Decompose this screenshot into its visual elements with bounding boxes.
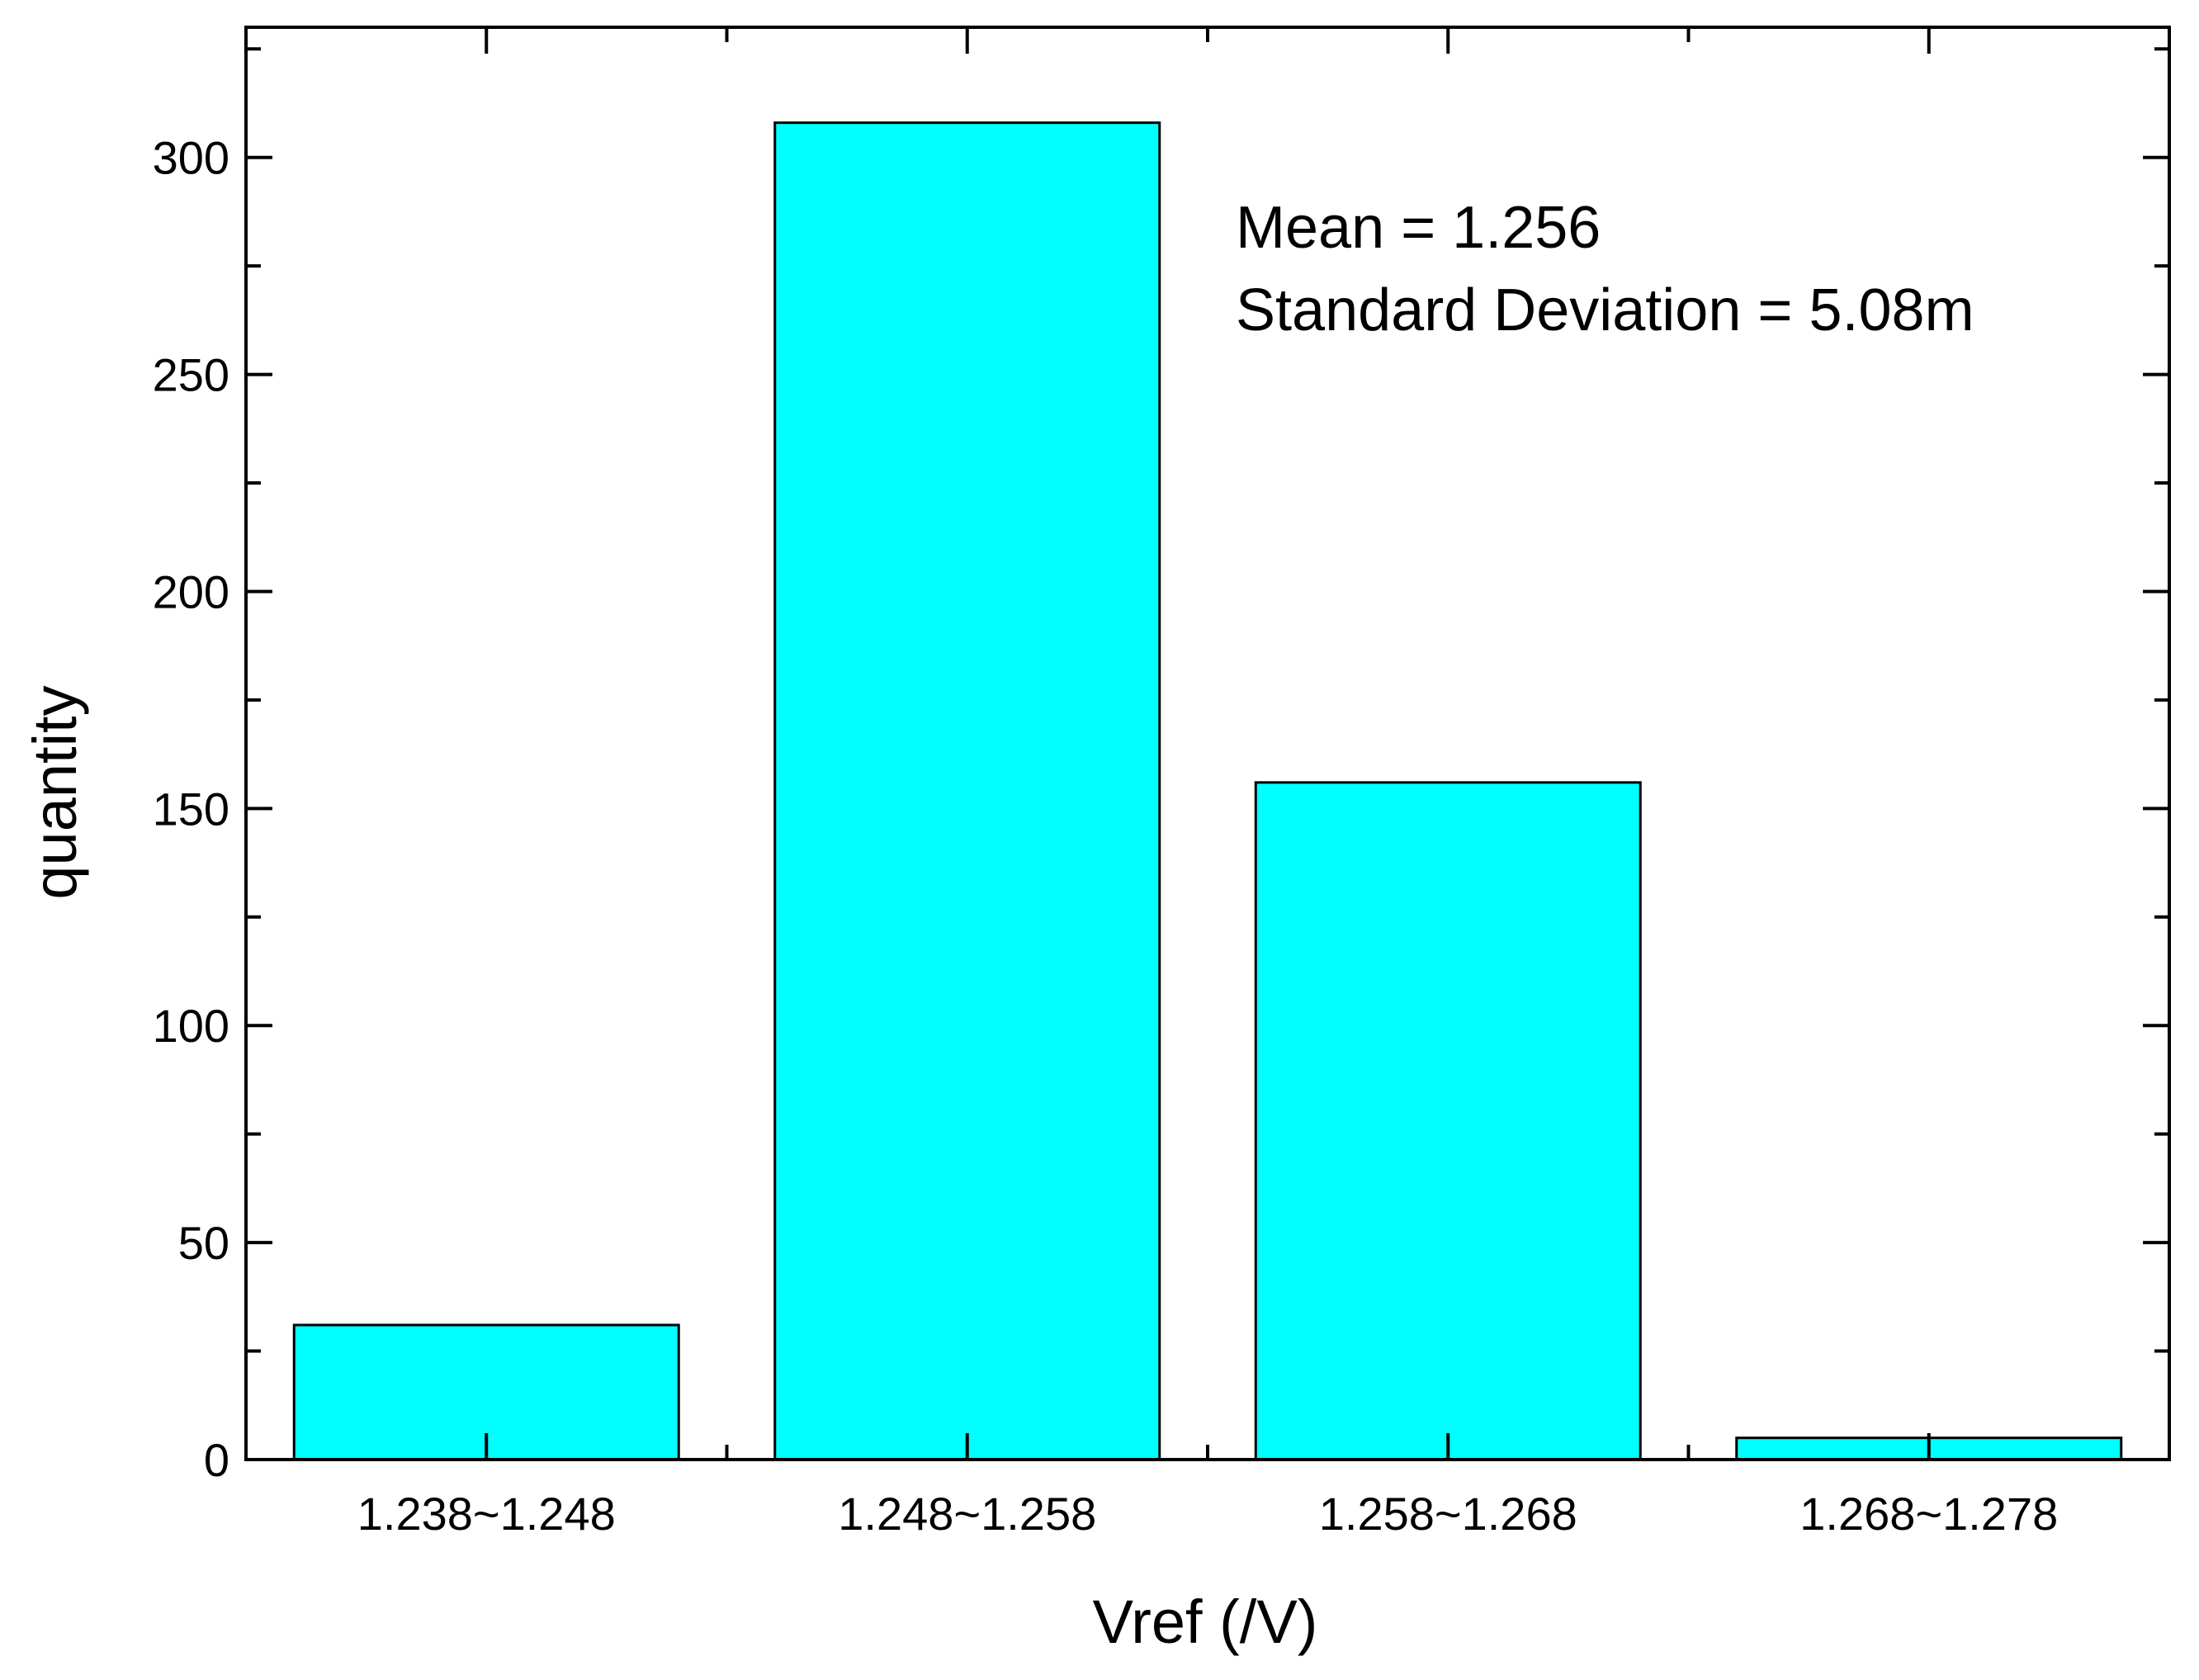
ticks-layer bbox=[246, 27, 2169, 1461]
x-tick-label: 1.248~1.258 bbox=[838, 1488, 1096, 1540]
x-tick-label: 1.258~1.268 bbox=[1319, 1488, 1577, 1540]
y-tick-label: 50 bbox=[178, 1217, 229, 1269]
y-tick-label: 0 bbox=[204, 1434, 229, 1486]
plot-frame bbox=[244, 26, 2171, 1461]
x-tick-label: 1.268~1.278 bbox=[1799, 1488, 2058, 1540]
bars-layer bbox=[292, 121, 2123, 1461]
y-tick-label: 250 bbox=[153, 349, 229, 401]
y-tick-label: 150 bbox=[153, 783, 229, 835]
annotation-mean: Mean = 1.256 bbox=[1236, 195, 1601, 261]
y-tick-label: 200 bbox=[153, 566, 229, 618]
bar bbox=[773, 121, 1161, 1461]
bar bbox=[1254, 781, 1642, 1461]
annotation-std-dev: Standard Deviation = 5.08m bbox=[1236, 277, 1974, 343]
y-tick-label: 300 bbox=[153, 132, 229, 184]
x-tick-label: 1.238~1.248 bbox=[357, 1488, 616, 1540]
x-axis-title: Vref (/V) bbox=[1093, 1588, 1318, 1656]
y-axis-title: quantity bbox=[21, 685, 89, 899]
y-tick-label: 100 bbox=[153, 1000, 229, 1052]
labels-layer: 1.238~1.248 1.248~1.258 1.258~1.268 1.268~1… bbox=[153, 132, 2059, 1540]
